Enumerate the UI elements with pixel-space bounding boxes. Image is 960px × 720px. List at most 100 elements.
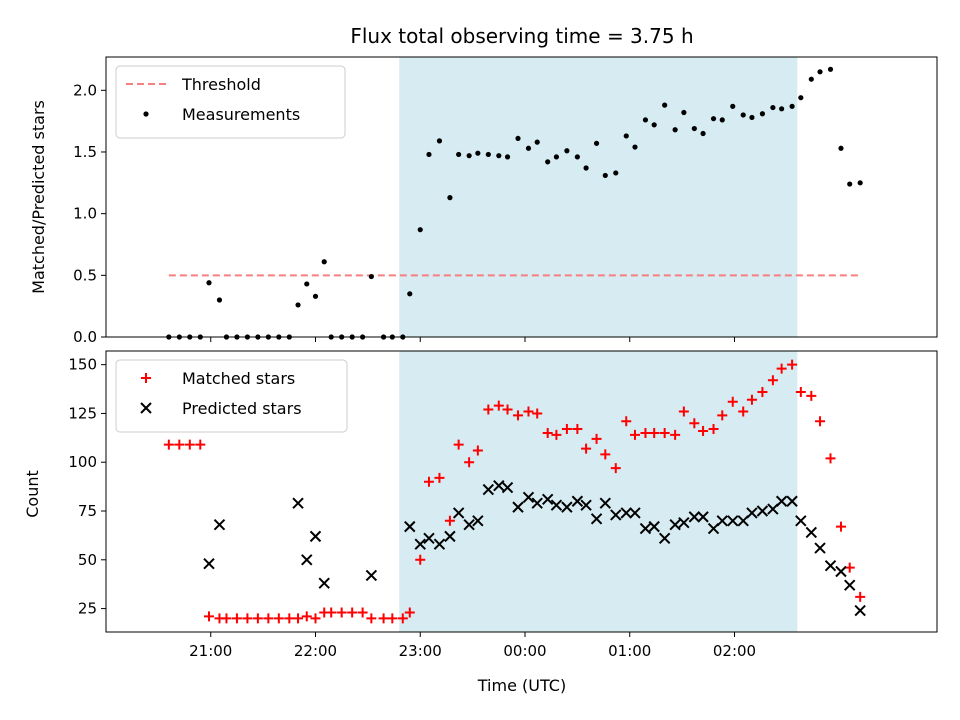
measurement-point xyxy=(206,280,212,286)
predicted-stars-point xyxy=(805,526,818,539)
matched-stars-point xyxy=(195,439,206,450)
top-panel: 0.0 0.5 1.0 1.5 2.0 Threshold Measurements xyxy=(73,56,938,346)
matched-stars-point xyxy=(357,607,368,618)
predicted-stars-point xyxy=(716,515,728,527)
bottom-observing-span xyxy=(399,351,798,632)
predicted-stars-point xyxy=(452,507,465,519)
measurement-point xyxy=(564,148,570,154)
legend-matched-stars-label: Matched stars xyxy=(182,369,295,388)
top-y-axis-label: Matched/Predicted stars xyxy=(29,100,48,294)
x-tick-label: 02:00 xyxy=(713,642,756,660)
predicted-stars-point xyxy=(629,507,641,519)
bottom-legend xyxy=(115,359,348,433)
predicted-stars-point xyxy=(658,532,671,545)
bottom-y-tick-label: 75 xyxy=(78,502,97,520)
measurement-point xyxy=(662,102,668,108)
matched-stars-point xyxy=(746,394,757,405)
matched-stars-point xyxy=(336,607,347,618)
matched-stars-point xyxy=(163,439,174,450)
matched-stars-point xyxy=(659,427,670,438)
legend-measurements-swatch xyxy=(143,111,149,117)
predicted-stars-point xyxy=(775,495,788,507)
measurement-point xyxy=(312,293,319,299)
matched-stars-point xyxy=(717,410,728,421)
matched-stars-point xyxy=(757,386,768,397)
matched-stars-point xyxy=(572,424,583,435)
legend-matched-swatch xyxy=(141,373,151,383)
top-y-tick-label: 2.0 xyxy=(73,81,97,99)
matched-stars-point xyxy=(776,363,787,374)
matched-stars-point xyxy=(581,443,592,454)
bottom-panel: 25 50 75 100 125 150 21:00 22:00 23:00 00:00 01:00… xyxy=(68,350,938,660)
matched-stars-point xyxy=(591,433,602,444)
matched-stars-point xyxy=(242,613,253,624)
bottom-y-tick-label: 125 xyxy=(68,404,97,422)
measurement-point xyxy=(827,66,834,72)
predicted-stars-point xyxy=(620,507,632,519)
matched-stars-point xyxy=(621,416,632,427)
matched-stars-point xyxy=(464,457,475,468)
matched-stars-point xyxy=(397,613,408,624)
predicted-stars-point xyxy=(756,505,769,517)
predicted-stars-point xyxy=(414,538,426,550)
bottom-y-tick-label: 50 xyxy=(78,551,97,569)
predicted-stars-point xyxy=(678,517,690,529)
predicted-stars-point xyxy=(844,579,856,591)
matched-stars-point xyxy=(204,611,215,622)
matched-stars-point xyxy=(231,613,242,624)
top-y-tick-label: 1.0 xyxy=(73,205,97,223)
matched-stars-point xyxy=(542,427,553,438)
predicted-stars-point xyxy=(463,518,475,531)
predicted-stars-point xyxy=(590,513,603,525)
measurement-point xyxy=(515,135,521,142)
predicted-stars-point xyxy=(824,559,837,572)
measurement-point xyxy=(456,151,462,158)
x-tick-label: 00:00 xyxy=(503,642,546,660)
top-y-tick-label: 1.5 xyxy=(73,143,97,161)
predicted-stars-point xyxy=(688,511,701,523)
predicted-stars-point xyxy=(501,481,514,494)
predicted-stars-point xyxy=(213,518,226,531)
measurement-point xyxy=(838,145,844,151)
matched-stars-point xyxy=(184,439,195,450)
measurement-point xyxy=(426,151,432,158)
matched-stars-point xyxy=(434,472,445,483)
measurement-point xyxy=(295,302,301,308)
bottom-axes-frame xyxy=(105,350,938,633)
matched-stars-point xyxy=(310,613,321,624)
measurement-point xyxy=(436,138,443,144)
measurement-point xyxy=(759,111,766,117)
predicted-stars-point xyxy=(610,509,622,521)
matched-stars-point xyxy=(404,607,415,618)
predicted-stars-point xyxy=(522,491,535,504)
predicted-stars-point xyxy=(648,520,660,533)
bottom-y-tick-label: 100 xyxy=(68,453,97,471)
matched-stars-point xyxy=(689,418,700,429)
measurement-point xyxy=(602,172,608,179)
predicted-stars-point xyxy=(727,515,739,527)
matched-stars-point xyxy=(483,404,494,415)
predicted-stars-point xyxy=(365,569,378,582)
measurement-point xyxy=(700,130,706,137)
predicted-stars-point xyxy=(423,532,435,545)
predicted-stars-point xyxy=(561,501,573,513)
measurement-point xyxy=(368,273,374,280)
matched-stars-point xyxy=(423,476,434,487)
measurement-point xyxy=(504,154,511,160)
measurement-point xyxy=(545,159,551,165)
measurement-point xyxy=(447,195,453,201)
predicted-stars-point xyxy=(580,499,592,511)
matched-stars-point xyxy=(293,613,304,624)
measurement-point xyxy=(808,76,814,82)
measurement-point xyxy=(789,103,795,109)
measurement-point xyxy=(304,281,310,287)
predicted-stars-point xyxy=(472,515,484,527)
measurement-point xyxy=(407,291,413,297)
matched-stars-point xyxy=(670,429,681,440)
legend-predicted-swatch xyxy=(140,402,152,414)
matched-stars-point xyxy=(502,404,513,415)
measurement-point xyxy=(719,117,725,123)
measurement-point xyxy=(466,153,472,159)
predicted-stars-point xyxy=(404,520,416,533)
measurement-point xyxy=(672,127,678,133)
